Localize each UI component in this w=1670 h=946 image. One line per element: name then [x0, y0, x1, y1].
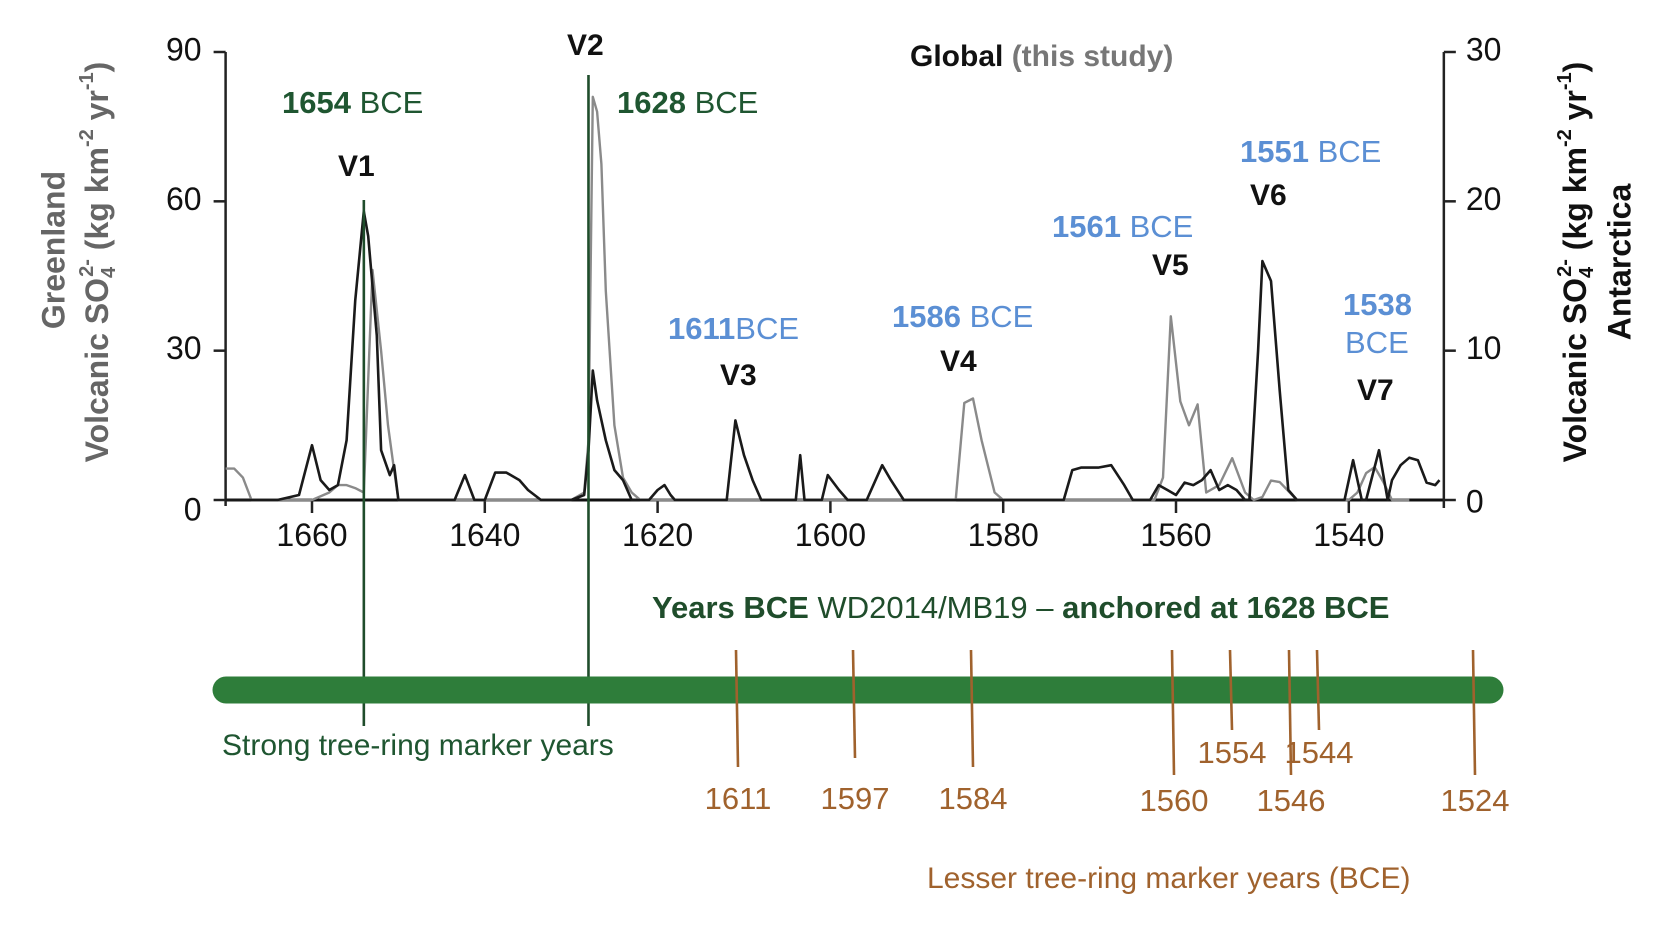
volcano-id-label: V4: [940, 345, 977, 378]
lesser-marker-line: [969, 649, 975, 768]
lesser-marker-year: 1611: [705, 781, 772, 816]
volcano-id-label: V6: [1250, 179, 1287, 212]
eruption-date-label: 1551 BCE: [1240, 134, 1381, 169]
x-tick-label: 1620: [622, 517, 693, 553]
x-tick-label: 1640: [449, 517, 520, 553]
left-y-tick-label: 30: [166, 330, 202, 366]
volcano-id-label: V2: [567, 29, 604, 62]
eruption-date-label: 1611BCE: [668, 311, 799, 346]
x-tick-label: 1560: [1140, 517, 1211, 553]
right-axis-units-label: Volcanic SO42- (kg km-2 yr-1): [1554, 62, 1598, 463]
right-y-tick-label: 10: [1466, 330, 1502, 366]
lesser-marker-line: [1170, 649, 1176, 776]
right-y-tick-label: 20: [1466, 181, 1502, 217]
chart-title: Global (this study): [910, 40, 1173, 73]
eruption-date-label: 1654 BCE: [282, 85, 423, 120]
lesser-marker-year: 1597: [821, 781, 890, 816]
lesser-marker-line: [734, 649, 740, 768]
antarctica-series-line: [225, 95, 1410, 502]
lesser-marker-year: 1584: [939, 781, 1008, 816]
lesser-marker-line: [1315, 649, 1321, 731]
x-tick-label: 1580: [968, 517, 1039, 553]
x-tick-label: 1600: [795, 517, 866, 553]
lesser-marker-line: [851, 649, 857, 759]
x-tick-label: 1660: [276, 517, 347, 553]
eruption-date-label: 1586 BCE: [892, 299, 1033, 334]
lesser-marker-year: 1546: [1257, 783, 1326, 818]
x-tick-label: 1540: [1313, 517, 1384, 553]
right-y-tick-label: 0: [1466, 483, 1484, 519]
title-sub: (this study): [1012, 40, 1174, 73]
eruption-date-label: 1561 BCE: [1052, 209, 1193, 244]
axes: 0 30 60 90 0 10 20 30 1660 1640 1620 1600 1580 1560 15…: [166, 31, 1501, 553]
strong-marker-lines: [362, 75, 590, 726]
volcano-id-label: V3: [720, 359, 757, 392]
title-main: Global: [910, 40, 1003, 73]
left-y-tick-label: 60: [166, 181, 202, 217]
right-y-tick-label: 30: [1466, 31, 1502, 67]
greenland-series-line: [225, 210, 1441, 502]
lesser-marker-label: Lesser tree-ring marker years (BCE): [927, 862, 1410, 895]
volcano-labels: 1654 BCE V1 1628 BCE V2 1611BCE V3 1586 BCE V4 1…: [282, 29, 1412, 407]
lesser-marker-year: 1524: [1441, 783, 1510, 818]
volcano-id-label: V1: [338, 150, 375, 183]
left-y-tick-label: 90: [166, 31, 202, 67]
eruption-date-label: 1628 BCE: [617, 85, 758, 120]
eruption-date-label: 1538: [1343, 287, 1412, 322]
series-lines: [225, 95, 1441, 502]
left-axis-region-label: Greenland: [35, 171, 71, 329]
timeline: 1611 1597 1584 1560 1554 1546 1544 1524: [212, 649, 1510, 818]
lesser-marker-line: [1228, 649, 1234, 731]
right-axis-region-label: Antarctica: [1601, 184, 1637, 341]
lesser-marker-year: 1560: [1140, 783, 1209, 818]
left-axis-units-label: Volcanic SO42- (kg km-2 yr-1): [76, 62, 120, 463]
left-y-tick-label: 0: [184, 491, 202, 527]
strong-marker-label: Strong tree-ring marker years: [222, 729, 614, 762]
volcano-id-label: V7: [1357, 374, 1394, 407]
lesser-marker-line: [1471, 649, 1477, 776]
lesser-marker-year: 1544: [1285, 735, 1354, 770]
lesser-marker-year: 1554: [1198, 735, 1267, 770]
x-axis-title: Years BCE WD2014/MB19 – anchored at 1628…: [652, 590, 1390, 625]
lesser-marker-line: [1287, 649, 1293, 776]
eruption-date-label: BCE: [1345, 325, 1409, 360]
volcano-id-label: V5: [1152, 249, 1189, 282]
